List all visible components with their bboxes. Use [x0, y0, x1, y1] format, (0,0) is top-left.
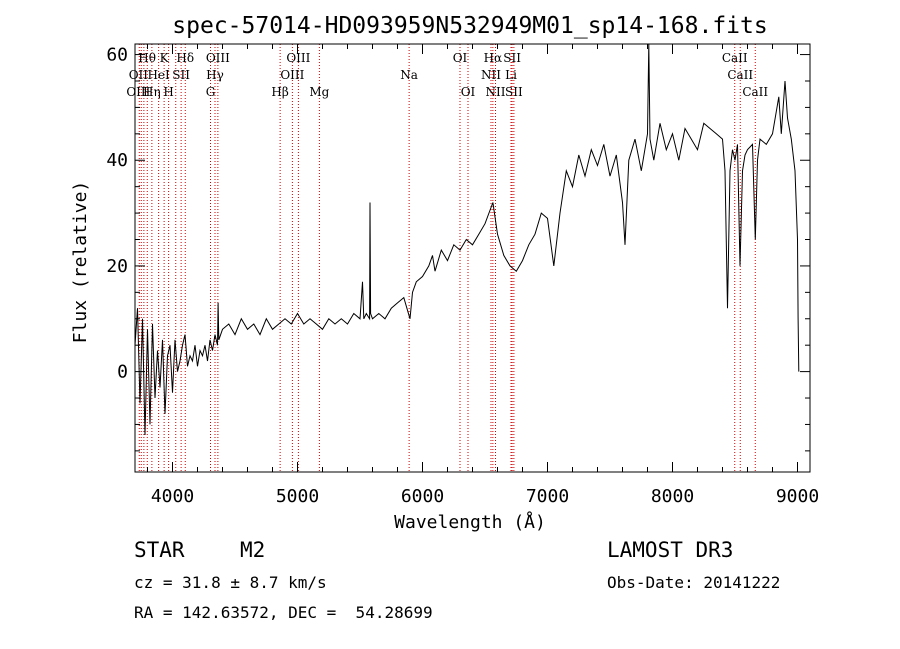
line-label: SII — [505, 85, 523, 99]
line-label: NII — [481, 68, 501, 82]
y-tick-label: 60 — [106, 45, 128, 66]
x-tick-label: 8000 — [651, 486, 694, 507]
line-label: OIII — [286, 51, 310, 65]
x-tick-label: 7000 — [526, 486, 569, 507]
x-tick-label: 4000 — [151, 486, 194, 507]
line-label: H — [163, 85, 173, 99]
line-label: OIII — [280, 68, 304, 82]
line-label: CaII — [722, 51, 748, 65]
line-label: Hγ — [206, 68, 224, 82]
line-label: Na — [400, 68, 418, 82]
line-label: OIII — [206, 51, 230, 65]
line-label: Li — [505, 68, 517, 82]
line-label: OII — [129, 68, 149, 82]
line-label: G — [206, 85, 216, 99]
obs-date: Obs-Date: 20141222 — [607, 573, 781, 592]
line-label: Hθ — [138, 51, 156, 65]
plot-frame — [134, 43, 811, 473]
y-tick-label: 20 — [106, 256, 128, 277]
line-label: Hη — [143, 85, 161, 99]
line-label: SII — [503, 51, 521, 65]
y-tick-label: 40 — [106, 150, 128, 171]
star-class: STAR — [134, 538, 185, 562]
line-label: HeI — [147, 68, 170, 82]
coordinates: RA = 142.63572, DEC = 54.28699 — [134, 603, 433, 622]
line-label: OI — [453, 51, 468, 65]
spectrum-line — [134, 43, 800, 436]
line-label: K — [160, 51, 170, 65]
line-label: OI — [461, 85, 476, 99]
line-label: OIII — [126, 85, 150, 99]
axis-ticks: 4000 5000 6000 7000 8000 9000 0 20 40 60 — [106, 44, 819, 507]
star-subclass: M2 — [240, 538, 266, 562]
line-label: CaII — [742, 85, 768, 99]
line-label: Hδ — [176, 51, 194, 65]
reference-lines — [138, 44, 756, 472]
y-axis-label: Flux (relative) — [70, 181, 91, 344]
survey-name: LAMOST DR3 — [607, 538, 734, 562]
line-label: Hβ — [271, 85, 288, 99]
x-tick-label: 5000 — [276, 486, 319, 507]
line-label: CaII — [727, 68, 753, 82]
line-label: Hα — [484, 51, 503, 65]
x-axis-label: Wavelength (Å) — [394, 511, 546, 533]
chart-title: spec-57014-HD093959N532949M01_sp14-168.f… — [172, 13, 767, 39]
line-label: NII — [486, 85, 506, 99]
x-tick-label: 6000 — [401, 486, 444, 507]
line-label: SII — [172, 68, 190, 82]
line-label: Mg — [309, 85, 329, 99]
x-tick-label: 9000 — [776, 486, 819, 507]
y-tick-label: 0 — [117, 362, 128, 383]
redshift-value: cz = 31.8 ± 8.7 km/s — [134, 573, 327, 592]
